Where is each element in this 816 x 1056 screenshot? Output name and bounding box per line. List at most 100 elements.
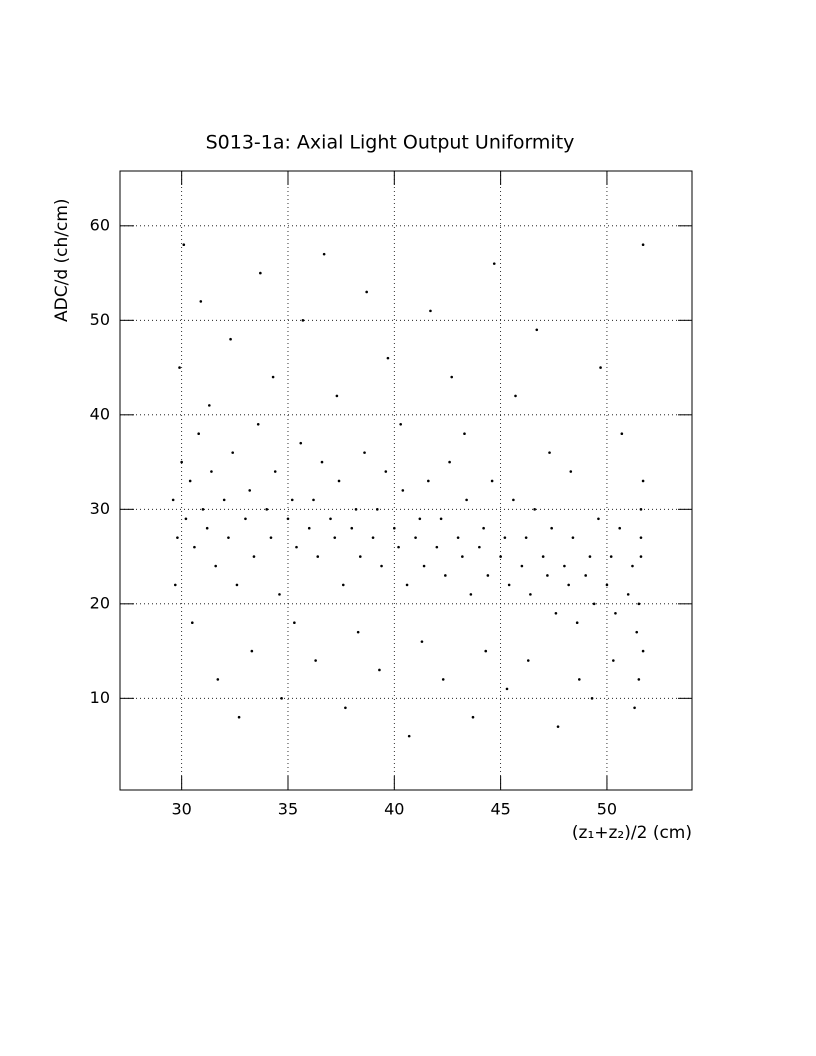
point xyxy=(569,470,573,473)
point xyxy=(524,536,528,539)
point xyxy=(320,460,324,464)
point xyxy=(397,545,400,549)
plot-frame xyxy=(119,170,693,791)
point xyxy=(548,451,551,454)
point xyxy=(546,574,549,577)
point xyxy=(248,489,252,492)
point xyxy=(356,630,360,634)
y-tick-label: 50 xyxy=(90,310,110,329)
point xyxy=(588,555,592,558)
point xyxy=(312,498,315,502)
point xyxy=(380,564,383,568)
point xyxy=(520,564,524,568)
y-tick-label: 30 xyxy=(90,499,110,518)
point xyxy=(414,536,417,539)
point xyxy=(176,536,179,539)
point xyxy=(407,734,411,738)
point xyxy=(526,659,530,662)
point xyxy=(201,508,205,511)
point xyxy=(178,366,181,369)
point xyxy=(363,451,366,454)
point xyxy=(571,536,575,539)
point xyxy=(486,574,490,577)
x-axis-label: (z₁+z₂)/2 (cm) xyxy=(572,823,692,843)
point xyxy=(208,404,211,407)
point xyxy=(365,290,368,294)
point xyxy=(563,564,566,568)
point xyxy=(184,517,188,521)
point xyxy=(639,536,643,539)
point xyxy=(271,375,275,379)
point xyxy=(541,555,545,558)
point xyxy=(612,659,615,662)
point xyxy=(461,555,464,558)
point xyxy=(173,583,177,587)
point xyxy=(216,678,220,681)
point xyxy=(427,479,430,483)
plot-area xyxy=(120,171,692,790)
point xyxy=(429,309,432,313)
point xyxy=(401,489,405,492)
point xyxy=(465,498,468,502)
point xyxy=(199,300,203,303)
point xyxy=(252,555,256,558)
point xyxy=(301,319,305,322)
point xyxy=(499,555,502,558)
point xyxy=(307,526,311,530)
x-tick-label: 35 xyxy=(278,800,298,819)
y-axis-label: ADC/d (ch/cm) xyxy=(52,198,72,322)
point xyxy=(639,555,643,558)
point xyxy=(420,640,424,643)
point xyxy=(214,564,217,568)
point xyxy=(235,583,239,587)
point xyxy=(273,470,277,473)
point xyxy=(567,583,570,587)
point xyxy=(314,659,317,662)
point xyxy=(533,508,536,511)
point xyxy=(244,517,247,521)
point xyxy=(441,678,445,681)
y-tick-label: 40 xyxy=(90,404,110,423)
x-tick-label: 30 xyxy=(171,800,191,819)
point xyxy=(641,649,645,653)
y-tick-label: 10 xyxy=(90,688,110,707)
point xyxy=(631,564,634,568)
point xyxy=(344,706,347,710)
point xyxy=(507,583,511,587)
point xyxy=(584,574,587,577)
point xyxy=(590,697,594,700)
point xyxy=(554,611,558,615)
point xyxy=(386,356,390,360)
point xyxy=(350,526,354,530)
point xyxy=(265,508,269,511)
point xyxy=(227,536,230,539)
point xyxy=(250,649,254,653)
point xyxy=(505,687,509,691)
point xyxy=(231,451,234,454)
point xyxy=(171,498,175,502)
point xyxy=(210,470,213,473)
point xyxy=(229,337,232,341)
point xyxy=(490,479,494,483)
point xyxy=(626,593,630,596)
point xyxy=(637,602,641,606)
y-tick-label: 60 xyxy=(90,215,110,234)
point xyxy=(535,328,539,332)
point xyxy=(605,583,609,587)
point xyxy=(182,243,186,247)
point xyxy=(639,508,643,511)
point xyxy=(512,498,515,502)
point xyxy=(633,706,636,710)
point xyxy=(484,649,488,653)
point xyxy=(259,271,262,275)
point xyxy=(384,470,388,473)
point xyxy=(295,545,298,549)
point xyxy=(635,630,639,634)
point xyxy=(422,564,426,568)
point xyxy=(514,394,517,398)
point xyxy=(399,422,402,426)
point xyxy=(599,366,602,369)
point xyxy=(378,668,381,672)
point xyxy=(448,460,451,464)
